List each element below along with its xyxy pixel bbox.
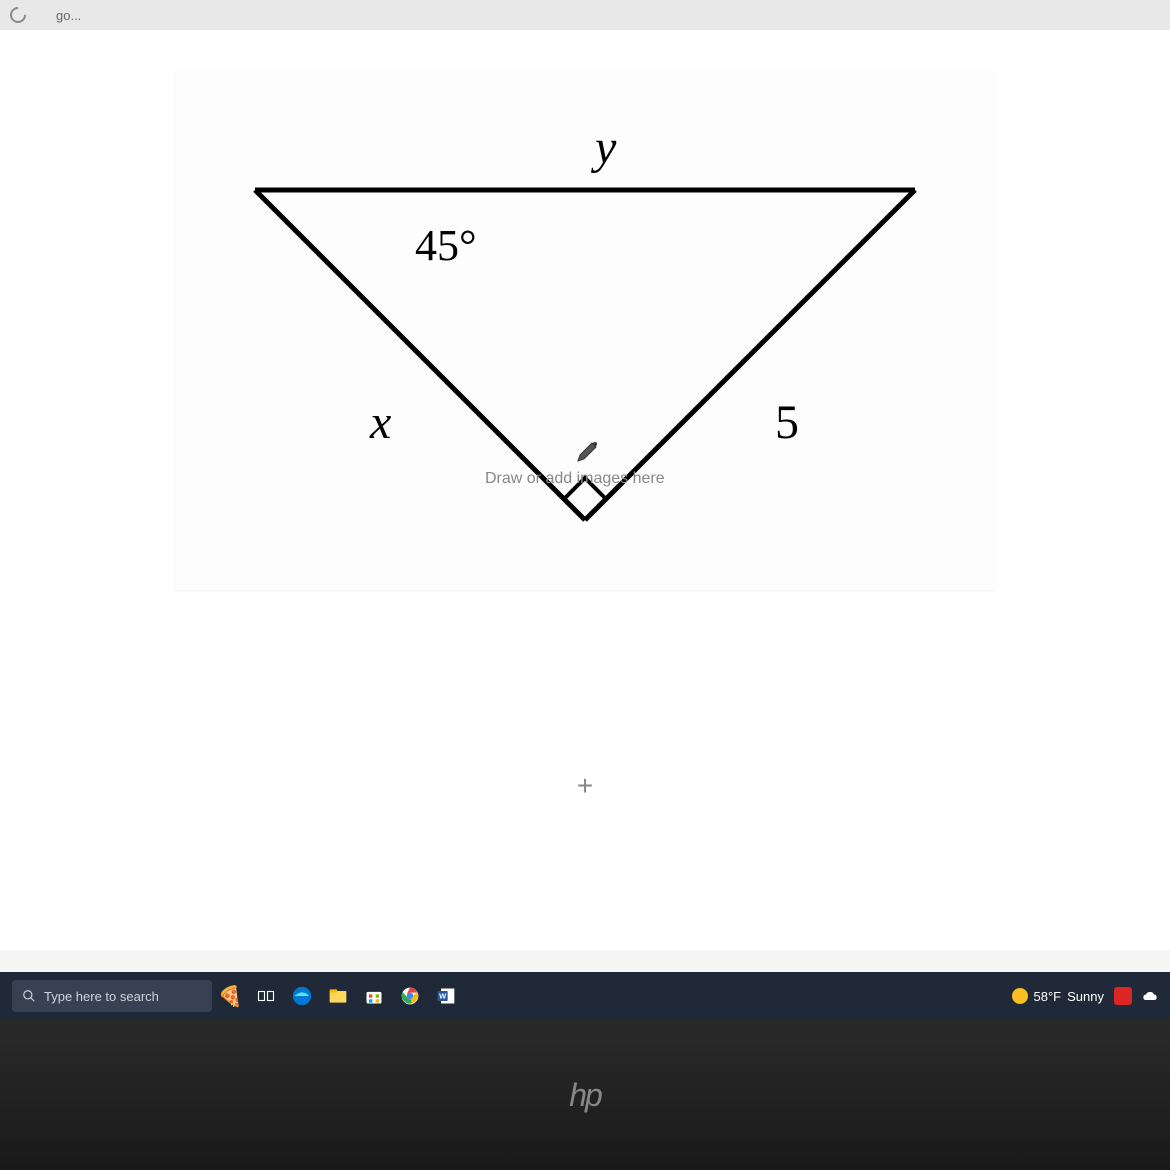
search-icon (22, 989, 36, 1003)
main-content: y 45° x 5 Draw or add images here + (0, 30, 1170, 950)
add-button[interactable]: + (577, 770, 593, 802)
sun-icon (1012, 988, 1028, 1004)
pizza-icon[interactable]: 🍕 (216, 982, 244, 1010)
draw-prompt[interactable]: Draw or add images here (485, 470, 665, 488)
pencil-icon (575, 440, 599, 464)
edge-icon[interactable] (288, 982, 316, 1010)
news-icon[interactable] (1114, 987, 1132, 1005)
word-icon[interactable]: W (432, 982, 460, 1010)
laptop-bezel: hp (0, 1020, 1170, 1170)
draw-prompt-text: Draw or add images here (485, 470, 665, 488)
url-fragment: go... (56, 8, 81, 23)
browser-chrome: go... (0, 0, 1170, 30)
triangle-diagram (175, 70, 995, 590)
weather-widget[interactable]: 58°F Sunny (1012, 988, 1104, 1004)
label-5: 5 (775, 395, 799, 450)
cloud-icon[interactable] (1142, 988, 1158, 1004)
search-placeholder: Type here to search (44, 989, 159, 1004)
label-y: y (595, 120, 616, 175)
reload-icon[interactable] (7, 4, 30, 27)
weather-temp: 58°F (1034, 989, 1062, 1004)
label-x: x (370, 395, 391, 450)
diagram-container[interactable]: y 45° x 5 Draw or add images here (175, 70, 995, 590)
task-view-icon[interactable] (252, 982, 280, 1010)
chrome-icon[interactable] (396, 982, 424, 1010)
label-angle: 45° (415, 220, 477, 271)
explorer-icon[interactable] (324, 982, 352, 1010)
taskbar: Type here to search 🍕 W 58°F Sunny (0, 972, 1170, 1020)
hp-logo: hp (569, 1077, 601, 1114)
taskbar-right: 58°F Sunny (1012, 987, 1158, 1005)
store-icon[interactable] (360, 982, 388, 1010)
search-input[interactable]: Type here to search (12, 980, 212, 1012)
svg-text:W: W (439, 992, 447, 1001)
weather-condition: Sunny (1067, 989, 1104, 1004)
